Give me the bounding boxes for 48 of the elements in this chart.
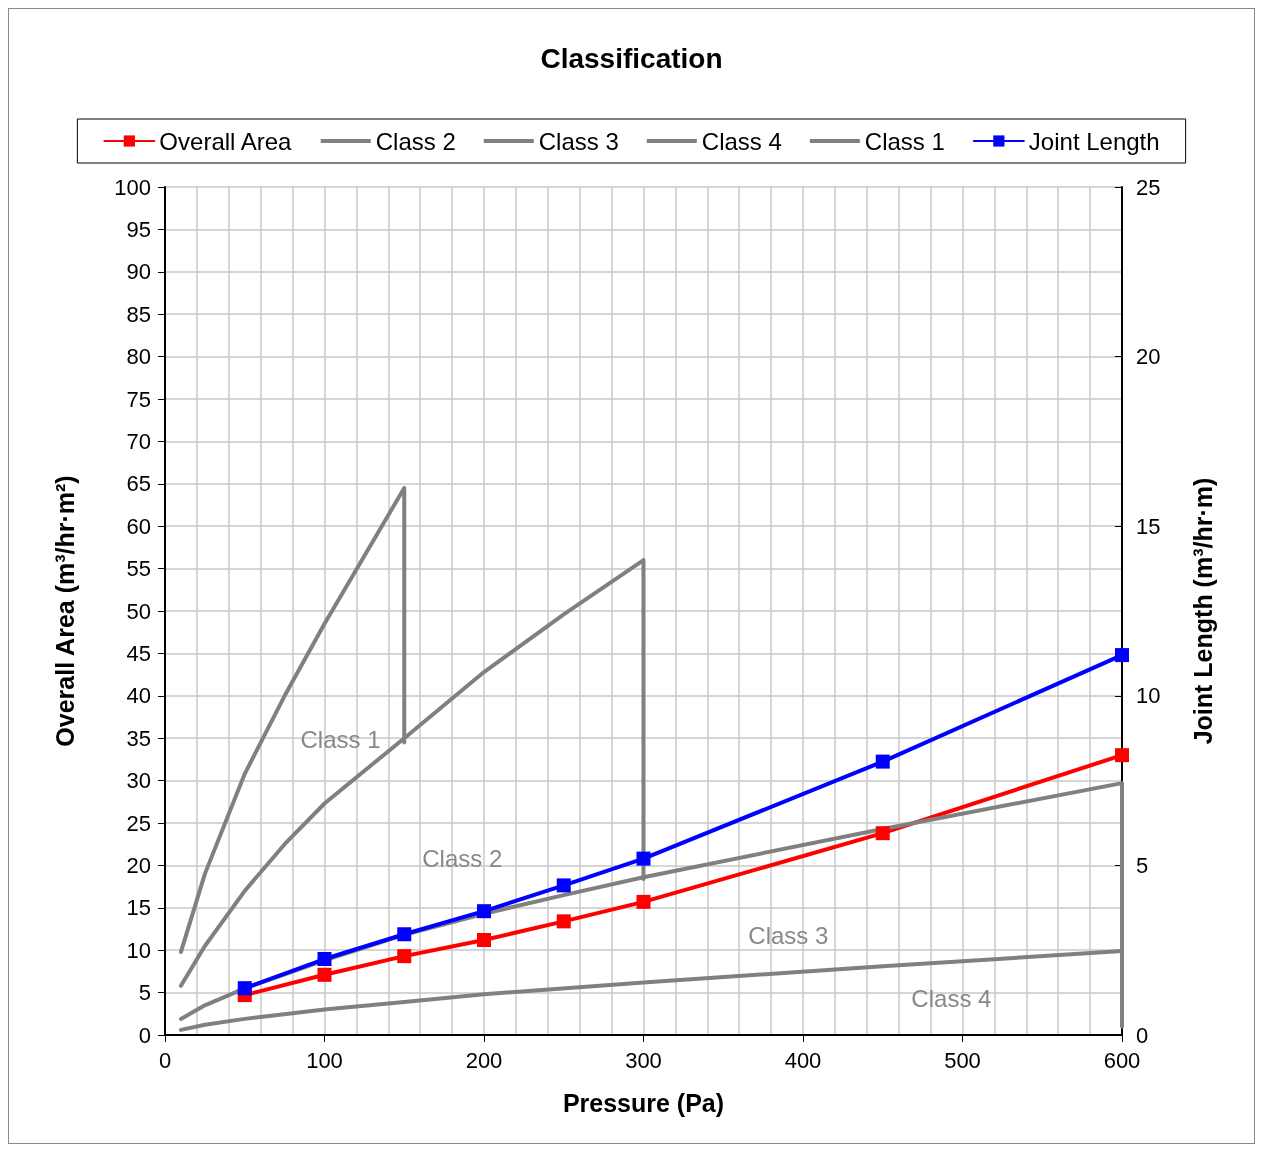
y-tick-label: 75 — [126, 386, 151, 412]
y-tick-label: 20 — [126, 852, 151, 878]
y-tick-label: 95 — [126, 216, 151, 242]
y-tick-label: 30 — [126, 768, 151, 794]
x-tick-label: 100 — [306, 1047, 343, 1073]
x-tick-label: 400 — [784, 1047, 822, 1073]
annotation: Class 3 — [748, 921, 829, 949]
x-tick-label: 0 — [158, 1047, 172, 1073]
y-tick-label: 70 — [126, 428, 151, 454]
y-tick-label: 15 — [126, 895, 151, 921]
x-tick-label: 300 — [625, 1047, 662, 1073]
x-tick-label: 200 — [465, 1047, 503, 1073]
annotation: Class 4 — [911, 985, 992, 1013]
annotation: Class 2 — [422, 845, 503, 872]
y-tick-label: 80 — [126, 344, 151, 370]
y-tick-label: 0 — [138, 1022, 151, 1048]
y2-axis-title: Joint Length (m³/hr·m) — [1188, 477, 1217, 745]
y-tick-label: 45 — [126, 640, 151, 666]
y-tick-label: 25 — [126, 810, 151, 836]
x-axis-title: Pressure (Pa) — [562, 1088, 725, 1117]
legend-label: Class 1 — [864, 127, 945, 155]
y-tick-label: 10 — [126, 937, 151, 963]
y-tick-label: 85 — [126, 301, 151, 327]
y2-tick-label: 25 — [1136, 174, 1161, 200]
chart-title: Classification — [540, 42, 723, 74]
y-tick-label: 5 — [138, 980, 151, 1006]
y2-tick-label: 0 — [1136, 1022, 1149, 1048]
y2-tick-label: 15 — [1136, 513, 1161, 539]
y-tick-label: 65 — [126, 471, 151, 497]
y-tick-label: 35 — [126, 725, 151, 751]
legend-label: Class 4 — [701, 127, 782, 155]
legend-label: Class 2 — [375, 127, 456, 155]
y-tick-label: 40 — [126, 683, 151, 709]
x-tick-label: 600 — [1103, 1047, 1141, 1073]
legend-label: Joint Length — [1028, 127, 1160, 155]
y-tick-label: 50 — [126, 598, 151, 624]
y-tick-label: 100 — [114, 174, 151, 200]
y-tick-label: 60 — [126, 513, 151, 539]
x-tick-label: 500 — [944, 1047, 981, 1073]
y-tick-label: 55 — [126, 556, 151, 582]
legend-label: Class 3 — [538, 127, 619, 155]
y2-tick-label: 20 — [1136, 344, 1161, 370]
y2-tick-label: 10 — [1136, 683, 1161, 709]
legend-label: Overall Area — [159, 127, 293, 155]
y-axis-title: Overall Area (m³/hr·m²) — [50, 475, 79, 747]
y2-tick-label: 5 — [1136, 852, 1149, 878]
annotation: Class 1 — [300, 726, 381, 753]
y-tick-label: 90 — [126, 259, 151, 285]
